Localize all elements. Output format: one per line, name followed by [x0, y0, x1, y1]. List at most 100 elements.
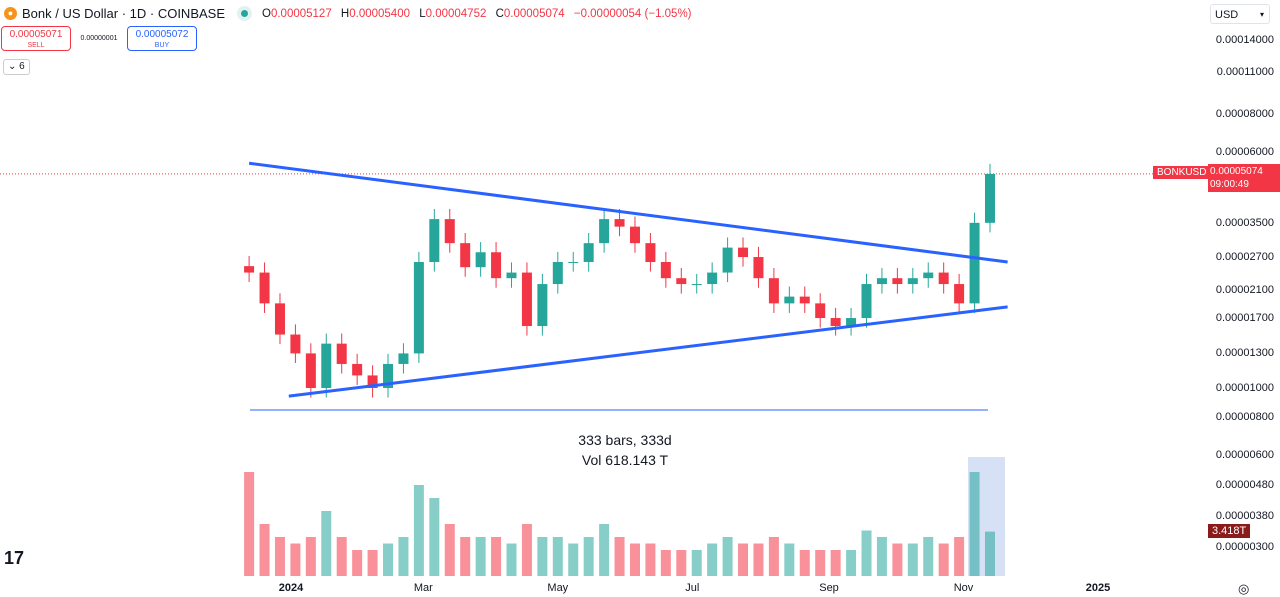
- spread: 0.00000001: [80, 35, 118, 42]
- y-tick-label: 0.00000800: [1215, 411, 1274, 424]
- volume-bar: [753, 543, 764, 576]
- symbol-tag: BONKUSD: [1153, 166, 1211, 179]
- x-tick-label: 2025: [1085, 582, 1111, 594]
- volume-bar: [413, 485, 424, 576]
- volume-bar: [429, 498, 440, 576]
- volume-axis-tick-label: 0.00000300: [1215, 541, 1274, 553]
- candle-body: [429, 219, 440, 263]
- volume-bar: [552, 537, 563, 576]
- volume-bar: [383, 543, 394, 576]
- trade-panel: 0.00005071 SELL 0.00000001 0.00005072 BUY: [1, 26, 197, 51]
- candle-body: [321, 343, 332, 388]
- candle-body: [753, 257, 764, 279]
- trendline: [288, 305, 1008, 398]
- volume-bar: [475, 537, 486, 576]
- volume-bar: [568, 543, 579, 576]
- candle-body: [367, 375, 378, 388]
- volume-bar: [676, 550, 687, 576]
- volume-bar: [506, 543, 517, 576]
- indicators-toggle[interactable]: ⌄ 6: [3, 59, 30, 75]
- volume-bar: [984, 531, 995, 576]
- candle-body: [537, 284, 548, 327]
- y-tick-label: 0.00001700: [1215, 312, 1274, 325]
- y-tick-label: 0.00008000: [1215, 107, 1274, 120]
- chevron-down-icon: ▾: [1259, 10, 1264, 19]
- candle-body: [969, 222, 980, 304]
- x-tick-label: Mar: [413, 582, 433, 594]
- volume-bar: [722, 537, 733, 576]
- volume-bar: [398, 537, 409, 576]
- settings-icon[interactable]: ◎: [1238, 581, 1250, 596]
- y-tick-label: 0.00014000: [1215, 34, 1274, 47]
- volume-bar: [274, 537, 285, 576]
- volume-bar: [969, 472, 980, 576]
- y-tick-label: 0.00002700: [1215, 251, 1274, 264]
- volume-bar: [660, 550, 671, 576]
- candle-body: [707, 272, 718, 285]
- volume-bar: [259, 524, 270, 576]
- volume-bar: [645, 543, 656, 576]
- candle-body: [475, 252, 486, 268]
- candle-body: [444, 219, 455, 244]
- volume-bar: [954, 537, 965, 576]
- volume-bar: [923, 537, 934, 576]
- volume-bar: [352, 550, 363, 576]
- candle-body: [876, 278, 887, 285]
- volume-bar: [707, 543, 718, 576]
- candle-body: [691, 284, 702, 286]
- candle-body: [799, 296, 810, 304]
- candle-body: [274, 303, 285, 335]
- candle-body: [660, 262, 671, 279]
- last-price-tag: 0.00005074 09:00:49: [1208, 164, 1280, 192]
- market-status-icon: [241, 10, 248, 17]
- volume-bar: [583, 537, 594, 576]
- candle-body: [815, 303, 826, 319]
- volume-bar: [830, 550, 841, 576]
- volume-bar: [876, 537, 887, 576]
- candle-body: [506, 272, 517, 279]
- volume-bar: [907, 543, 918, 576]
- volume-bar: [691, 550, 702, 576]
- candle-body: [552, 262, 563, 285]
- volume-bar: [444, 524, 455, 576]
- candle-body: [938, 272, 949, 285]
- tradingview-logo[interactable]: 17: [4, 548, 25, 568]
- volume-axis-tick-label: 0.00000600: [1215, 449, 1274, 461]
- candle-body: [460, 243, 471, 268]
- symbol-header: ● Bonk / US Dollar · 1D · COINBASE O0.00…: [4, 6, 698, 21]
- sell-button[interactable]: 0.00005071 SELL: [1, 26, 71, 51]
- candle-body: [923, 272, 934, 279]
- volume-bar: [892, 543, 903, 576]
- measure-label: 333 bars, 333d Vol 618.143 T: [578, 432, 672, 468]
- volume-bar: [799, 550, 810, 576]
- volume-bar: [244, 472, 255, 576]
- candle-body: [784, 296, 795, 304]
- buy-button[interactable]: 0.00005072 BUY: [127, 26, 197, 51]
- currency-select[interactable]: USD ▾: [1210, 4, 1270, 24]
- x-tick-label: Nov: [953, 582, 974, 594]
- candle-body: [861, 284, 872, 319]
- volume-bar: [521, 524, 532, 576]
- volume-bar: [460, 537, 471, 576]
- volume-bar: [861, 530, 872, 576]
- volume-bar: [815, 550, 826, 576]
- candle-body: [768, 278, 779, 304]
- volume-bar: [290, 543, 301, 576]
- x-tick-label: 2024: [278, 582, 304, 594]
- candle-body: [984, 173, 995, 223]
- candle-body: [259, 272, 270, 304]
- candle-body: [599, 219, 610, 244]
- volume-bar: [321, 511, 332, 576]
- candle-body: [244, 266, 255, 273]
- candle-body: [830, 318, 841, 327]
- volume-bar: [367, 550, 378, 576]
- symbol-title[interactable]: Bonk / US Dollar · 1D · COINBASE: [22, 6, 225, 21]
- volume-bar: [768, 537, 779, 576]
- candle-body: [722, 247, 733, 273]
- volume-bar: [491, 537, 502, 576]
- y-tick-label: 0.00006000: [1215, 145, 1274, 158]
- candle-body: [491, 252, 502, 279]
- candle-body: [614, 219, 625, 227]
- volume-axis-tick-label: 0.00000480: [1215, 479, 1274, 491]
